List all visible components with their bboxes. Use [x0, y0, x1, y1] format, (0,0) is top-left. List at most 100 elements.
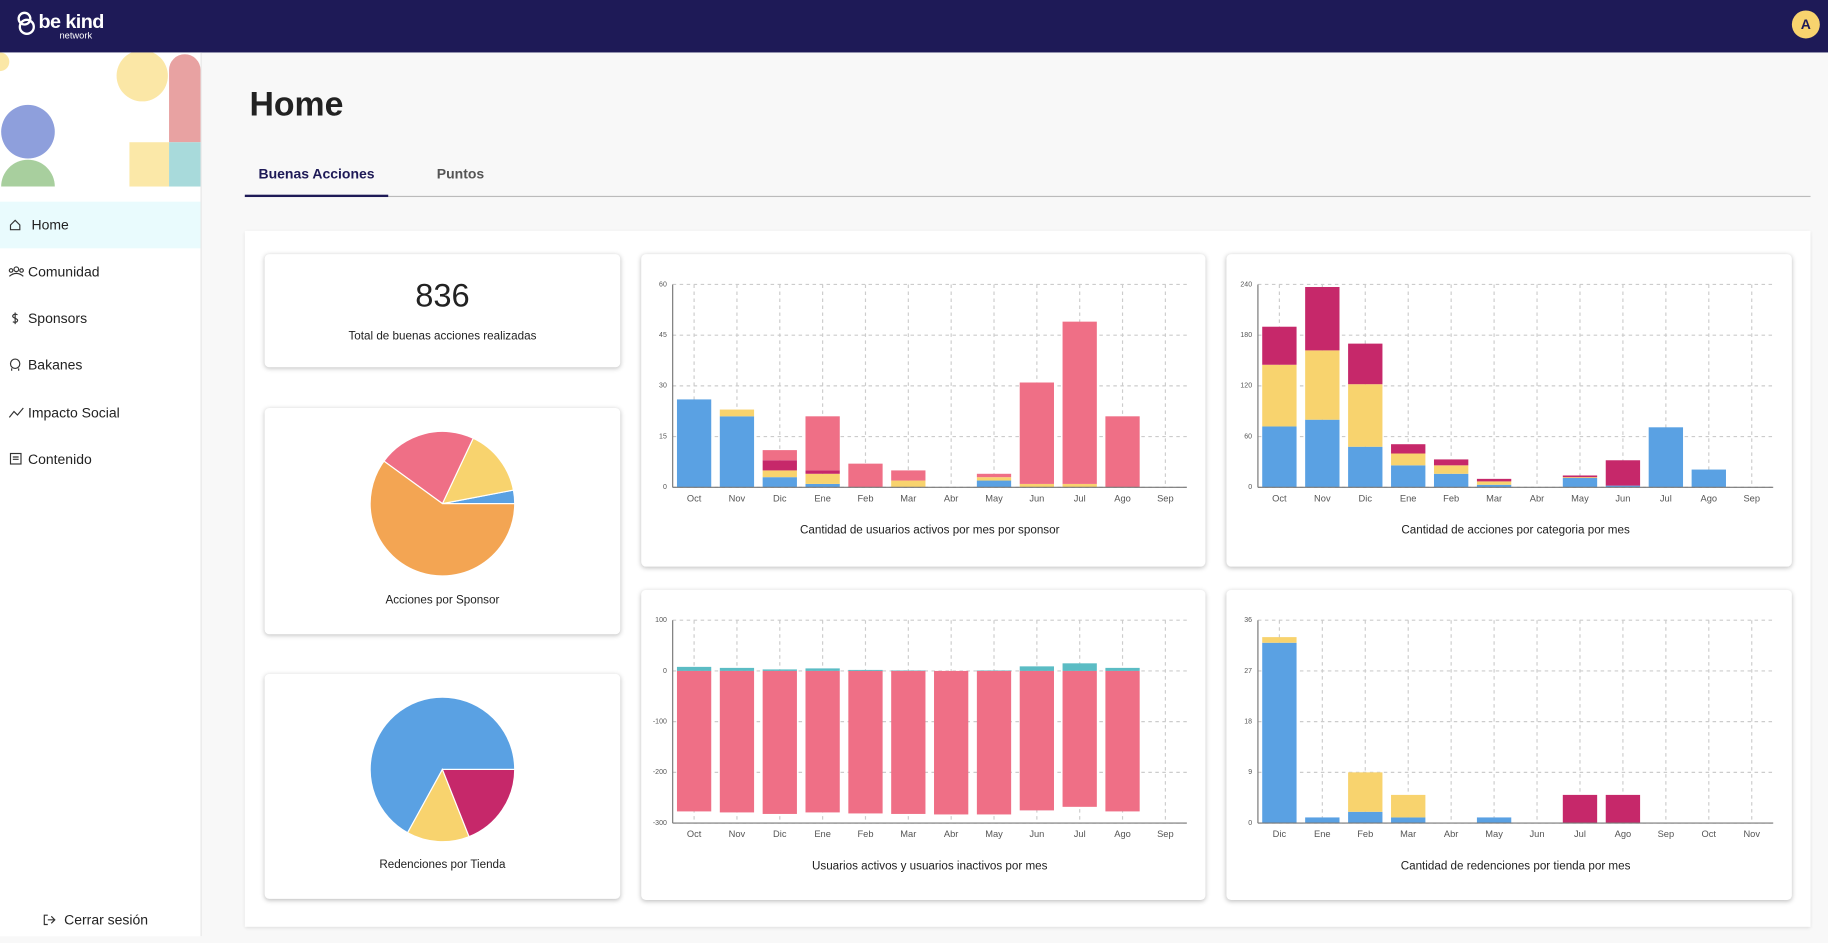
bar [1562, 475, 1598, 478]
x-tick-label: Dic [773, 493, 787, 503]
bar [1605, 794, 1641, 824]
bar [1105, 667, 1140, 671]
tab[interactable]: Buenas Acciones [258, 165, 375, 182]
y-tick-label: 9 [1248, 769, 1252, 776]
bar [976, 480, 1012, 488]
chart-title: Usuarios activos y usuarios inactivos po… [812, 859, 1048, 872]
chart-card: -300 -200 -100 0 100 Oct Nov Dic Ene Feb Mar Abr May… [641, 589, 1206, 901]
bar [1348, 772, 1383, 812]
x-tick-label: Mar [900, 829, 916, 839]
bar [1391, 444, 1426, 454]
bar [976, 477, 1012, 481]
x-tick-label: Sep [1157, 493, 1174, 503]
x-tick-label: Dic [773, 829, 787, 839]
x-tick-label: Jun [1530, 829, 1545, 839]
chart: 0 60 120 180 240 Oct Nov Dic Ene Feb Mar Abr May Jun J… [1240, 281, 1774, 537]
bar [719, 409, 755, 417]
bar [1562, 478, 1598, 488]
y-tick-label: 0 [1248, 484, 1252, 491]
nav-item[interactable]: Contenido [0, 436, 201, 483]
bar [976, 670, 1012, 815]
nav-item[interactable]: Home [0, 201, 201, 249]
bar [891, 670, 926, 671]
nav-item[interactable]: Comunidad [0, 248, 201, 295]
x-tick-label: Feb [857, 493, 873, 503]
x-tick-label: Abr [944, 829, 958, 839]
tab[interactable]: Puntos [436, 165, 485, 182]
logo-text: be kind [38, 10, 104, 33]
pie-slice [369, 460, 516, 577]
sidebar-art [0, 52, 201, 187]
x-tick-label: Feb [1357, 829, 1373, 839]
nav-label: Impacto Social [27, 404, 120, 421]
bar [762, 670, 797, 814]
nav-item[interactable]: Sponsors [0, 295, 201, 342]
bar [1391, 817, 1426, 824]
dollar-icon [12, 312, 19, 325]
x-tick-label: Ene [814, 493, 831, 503]
pie-slice [406, 768, 470, 843]
bar [805, 473, 840, 484]
bar [762, 477, 797, 488]
avatar[interactable]: A [1791, 10, 1820, 39]
bar [1262, 426, 1297, 488]
trend-icon [8, 407, 24, 418]
y-tick-label: 45 [659, 332, 667, 339]
nav-item[interactable]: Bakanes [0, 342, 201, 389]
y-tick-label: 0 [663, 668, 667, 675]
x-tick-label: Nov [1743, 829, 1760, 839]
x-tick-label: Jul [1074, 493, 1086, 503]
bar [1648, 427, 1684, 488]
bar [805, 470, 840, 474]
tab-indicator [244, 194, 389, 198]
x-tick-label: Ene [1314, 829, 1331, 839]
x-tick-label: Nov [729, 829, 746, 839]
x-tick-label: Oct [1702, 829, 1717, 839]
bar [1433, 459, 1469, 466]
nav-label: Home [31, 216, 69, 234]
bar [1476, 481, 1512, 485]
y-tick-label: 0 [663, 484, 667, 491]
y-tick-label: 60 [659, 281, 667, 288]
bar [1605, 485, 1641, 488]
stat-value: 836 [415, 277, 470, 314]
y-tick-label: 60 [1244, 433, 1252, 440]
x-tick-label: May [985, 493, 1003, 503]
bar [1062, 321, 1097, 484]
bar [719, 416, 755, 488]
sidebar: Home Comunidad Sponsors Bakanes Impacto … [0, 52, 202, 937]
bar [1562, 477, 1598, 479]
chart-title: Acciones por Sponsor [385, 593, 499, 606]
bar [805, 670, 840, 813]
x-tick-label: Nov [1314, 493, 1331, 503]
bar [1391, 453, 1426, 466]
x-tick-label: Mar [900, 493, 916, 503]
bar [1476, 478, 1512, 482]
bar [1562, 794, 1598, 824]
x-tick-label: Oct [687, 493, 702, 503]
bar [976, 473, 1012, 478]
bar [676, 399, 712, 488]
x-tick-label: Dic [1359, 493, 1373, 503]
y-tick-label: 240 [1240, 281, 1252, 288]
bar [848, 669, 883, 671]
x-tick-label: Jul [1660, 493, 1672, 503]
bar [1062, 483, 1097, 488]
content-icon [9, 452, 22, 465]
logo-subtext: network [59, 30, 93, 41]
x-tick-label: May [1485, 829, 1503, 839]
x-tick-label: Sep [1157, 829, 1174, 839]
x-tick-label: Abr [1530, 493, 1545, 503]
x-tick-label: Jun [1029, 493, 1044, 503]
bar [891, 670, 926, 814]
logout[interactable]: Cerrar sesión [0, 897, 201, 943]
bar [1348, 343, 1383, 385]
bar [762, 470, 797, 478]
nav-item[interactable]: Impacto Social [0, 389, 201, 436]
bar [676, 670, 712, 812]
bar [1019, 670, 1054, 811]
chart: Redenciones por Tienda [369, 696, 516, 871]
x-tick-label: Sep [1743, 493, 1760, 503]
logout-label: Cerrar sesión [64, 911, 149, 928]
x-tick-label: Abr [1444, 829, 1458, 839]
